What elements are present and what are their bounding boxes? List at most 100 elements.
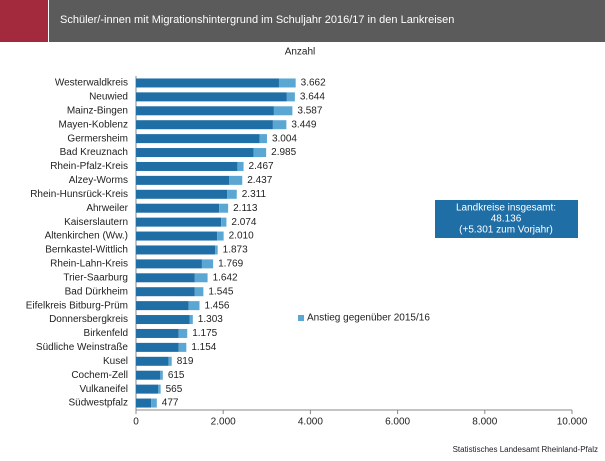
total-label: 565: [166, 384, 183, 395]
bar-segment: [136, 342, 179, 352]
total-label: 2.113: [233, 203, 258, 214]
bar-segment: [136, 370, 161, 380]
bar-segment: [136, 161, 238, 171]
header-accent: [0, 0, 48, 42]
bar-segment: [272, 120, 287, 130]
total-label: 1.769: [218, 259, 243, 270]
bar-segment: [194, 287, 204, 297]
bar-segment: [237, 161, 244, 171]
annotation-text: 48.136: [491, 214, 522, 225]
total-label: 1.873: [223, 245, 248, 256]
y-tick-label: Rhein-Hunsrück-Kreis: [30, 189, 128, 200]
total-label: 1.456: [204, 300, 229, 311]
axis-title: Anzahl: [285, 47, 316, 58]
total-label: 2.311: [242, 189, 267, 200]
bar-segment: [136, 328, 179, 338]
annotation-text: (+5.301 zum Vorjahr): [459, 225, 553, 236]
bar-segment: [178, 328, 188, 338]
total-label: 2.074: [231, 217, 256, 228]
y-tick-label: Neuwied: [89, 92, 128, 103]
y-tick-label: Birkenfeld: [84, 328, 128, 339]
total-label: 819: [177, 356, 194, 367]
y-tick-label: Bad Dürkheim: [65, 286, 128, 297]
total-label: 1.154: [191, 342, 216, 353]
total-label: 615: [168, 370, 185, 381]
bar-segment: [189, 315, 193, 325]
header-bar: [49, 0, 605, 42]
bar-segment: [136, 189, 228, 199]
bar-segment: [136, 245, 216, 255]
total-label: 3.587: [297, 105, 322, 116]
y-tick-label: Eifelkreis Bitburg-Prüm: [26, 300, 128, 311]
annotation-text: Landkreise insgesamt:: [456, 203, 556, 214]
annotation-box: [435, 200, 578, 238]
bar-segment: [168, 356, 172, 366]
bar-segment: [136, 106, 274, 116]
total-label: 1.545: [208, 286, 233, 297]
x-tick-label: 2.000: [211, 417, 236, 428]
bar-segment: [194, 273, 208, 283]
bar-segment: [215, 245, 218, 255]
chart-title: Schüler/-innen mit Migrationshintergrund…: [60, 14, 454, 26]
x-tick-label: 8.000: [472, 417, 497, 428]
bar-segment: [136, 134, 260, 144]
total-label: 3.449: [291, 119, 316, 130]
bar-segment: [178, 342, 187, 352]
bar-segment: [158, 384, 161, 394]
bar-segment: [227, 189, 237, 199]
total-label: 3.644: [300, 92, 325, 103]
bar-segment: [136, 273, 195, 283]
y-tick-label: Westerwaldkreis: [55, 78, 128, 89]
bar-segment: [259, 134, 267, 144]
y-tick-label: Rhein-Lahn-Kreis: [50, 259, 128, 270]
legend-swatch: [298, 315, 304, 321]
y-tick-label: Südliche Weinstraße: [36, 342, 129, 353]
source: Statistisches Landesamt Rheinland-Pfalz: [453, 445, 598, 454]
bar-segment: [136, 217, 222, 227]
x-tick-label: 6.000: [385, 417, 410, 428]
legend-label: Anstieg gegenüber 2015/16: [307, 313, 430, 324]
bar-segment: [286, 92, 295, 102]
y-tick-label: Mayen-Koblenz: [59, 119, 128, 130]
bar-segment: [136, 120, 273, 130]
bar-segment: [188, 301, 200, 311]
y-tick-label: Trier-Saarburg: [63, 272, 128, 283]
y-tick-label: Donnersbergkreis: [49, 314, 128, 325]
bar-segment: [151, 398, 157, 408]
x-tick-label: 0: [133, 417, 139, 428]
y-tick-label: Kusel: [103, 356, 128, 367]
bar-segment: [201, 259, 214, 269]
total-label: 2.010: [229, 231, 254, 242]
bar-segment: [136, 259, 202, 269]
bar-segment: [136, 203, 220, 213]
y-tick-label: Bernkastel-Wittlich: [45, 245, 128, 256]
bar-segment: [229, 175, 243, 185]
total-label: 1.303: [198, 314, 223, 325]
bar-segment: [136, 398, 152, 408]
y-tick-label: Alzey-Worms: [69, 175, 128, 186]
y-tick-label: Altenkirchen (Ww.): [45, 231, 128, 242]
bar-segment: [160, 370, 163, 380]
total-label: 1.642: [213, 272, 238, 283]
y-tick-label: Cochem-Zell: [71, 370, 128, 381]
y-tick-label: Ahrweiler: [86, 203, 128, 214]
y-tick-label: Südwestpfalz: [69, 398, 128, 409]
bar-segment: [253, 148, 267, 158]
bar-segment: [136, 384, 159, 394]
y-tick-label: Vulkaneifel: [79, 384, 128, 395]
bar-segment: [136, 301, 189, 311]
bar-segment: [136, 175, 230, 185]
total-label: 3.004: [272, 133, 297, 144]
y-tick-label: Kaiserslautern: [64, 217, 128, 228]
bar-segment: [136, 287, 195, 297]
bar-segment: [219, 203, 229, 213]
y-tick-label: Mainz-Bingen: [67, 105, 128, 116]
bar-segment: [136, 78, 279, 88]
y-tick-label: Germersheim: [67, 133, 128, 144]
bar-segment: [136, 315, 190, 325]
total-label: 2.437: [247, 175, 272, 186]
total-label: 1.175: [192, 328, 217, 339]
bar-segment: [136, 148, 254, 158]
bar-segment: [136, 231, 218, 241]
